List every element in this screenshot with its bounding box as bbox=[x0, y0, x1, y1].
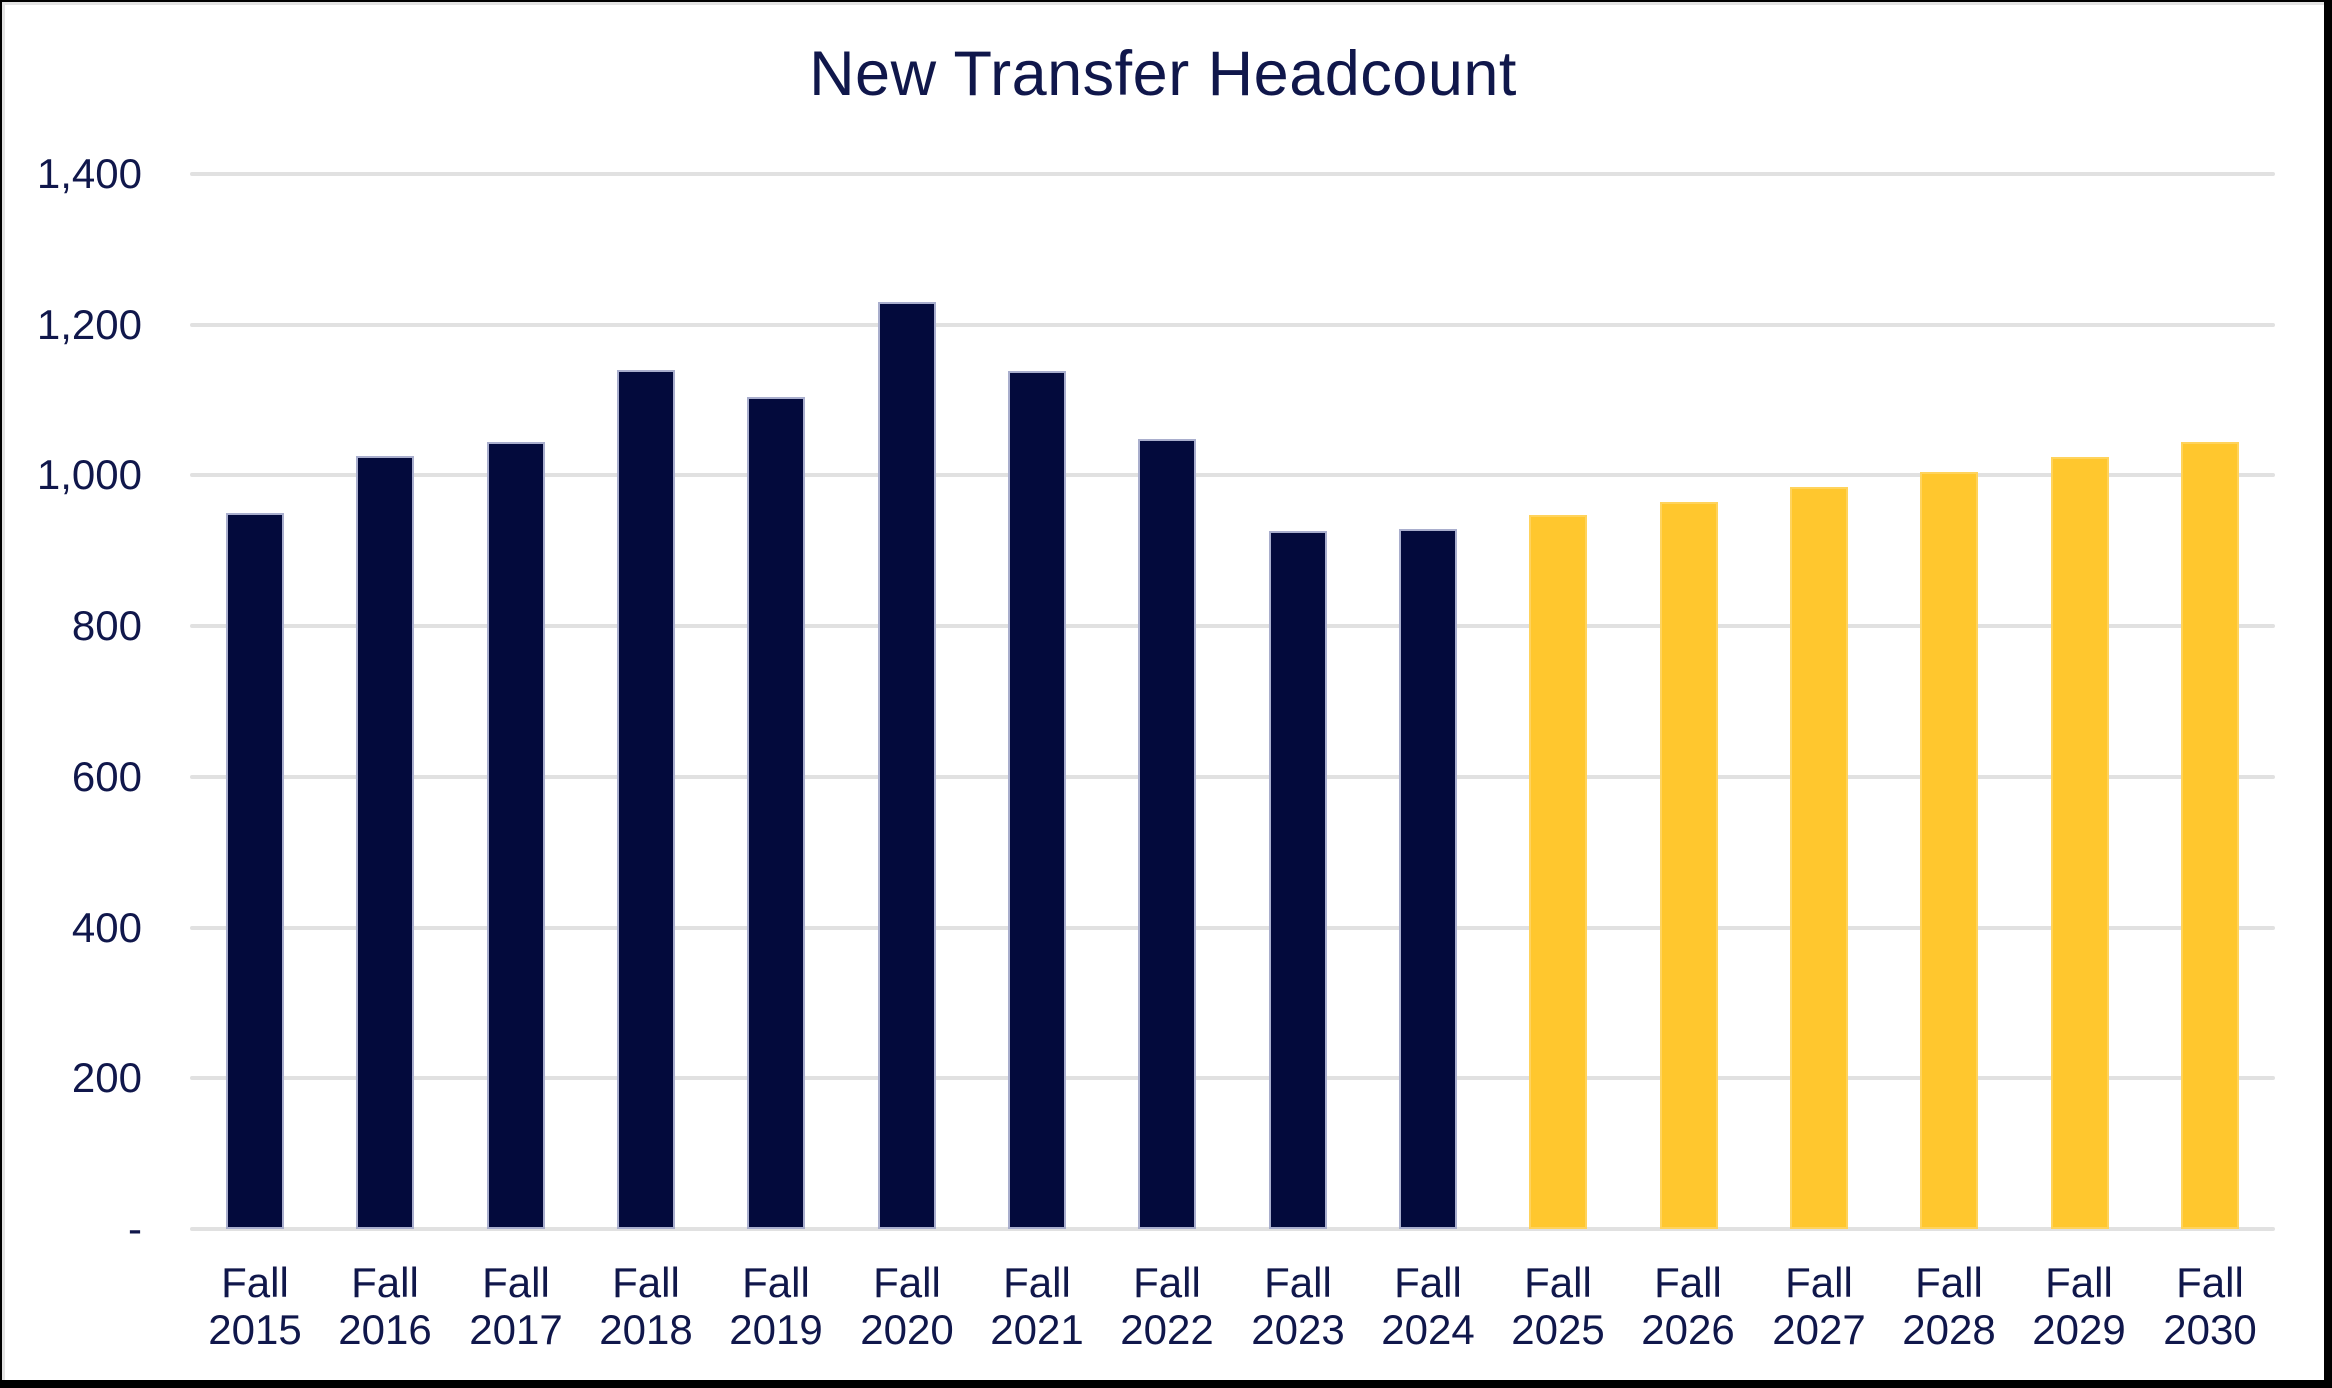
x-tick-label-fall-2025: Fall 2025 bbox=[1493, 1259, 1623, 1353]
x-tick-label-line1: Fall bbox=[873, 1259, 941, 1306]
x-tick-label-fall-2030: Fall 2030 bbox=[2145, 1259, 2275, 1353]
x-tick-label-line1: Fall bbox=[221, 1259, 289, 1306]
chart-title: New Transfer Headcount bbox=[809, 39, 1517, 109]
x-tick-label-fall-2018: Fall 2018 bbox=[581, 1259, 711, 1353]
bar-fall-2029 bbox=[2051, 457, 2109, 1229]
x-tick-label-line2: 2021 bbox=[990, 1306, 1084, 1353]
x-tick-label-line2: 2029 bbox=[2032, 1306, 2126, 1353]
bar-fall-2030 bbox=[2181, 442, 2239, 1229]
y-tick-label-800: 800 bbox=[71, 602, 142, 650]
y-tick-label-400: 400 bbox=[71, 903, 142, 951]
gridline-800 bbox=[190, 624, 2275, 629]
bar-fall-2021 bbox=[1008, 371, 1066, 1229]
bar-fall-2026 bbox=[1660, 502, 1718, 1229]
bar-fall-2016 bbox=[356, 456, 414, 1229]
x-tick-label-line1: Fall bbox=[1394, 1259, 1462, 1306]
x-tick-label-line2: 2024 bbox=[1381, 1306, 1475, 1353]
y-tick-label-1400: 1,400 bbox=[36, 150, 142, 197]
y-tick-label-200: 200 bbox=[71, 1054, 142, 1102]
x-tick-label-fall-2020: Fall 2020 bbox=[842, 1259, 972, 1353]
x-tick-label-fall-2028: Fall 2028 bbox=[1884, 1259, 2014, 1353]
x-tick-label-line2: 2018 bbox=[599, 1306, 693, 1353]
x-tick-label-line2: 2017 bbox=[469, 1306, 563, 1353]
x-tick-label-line2: 2023 bbox=[1251, 1306, 1345, 1353]
bar-fall-2015 bbox=[226, 513, 284, 1229]
x-tick-label-line2: 2028 bbox=[1902, 1306, 1996, 1353]
x-tick-label-fall-2023: Fall 2023 bbox=[1233, 1259, 1363, 1353]
x-tick-label-line1: Fall bbox=[1654, 1259, 1722, 1306]
x-tick-label-fall-2029: Fall 2029 bbox=[2014, 1259, 2144, 1353]
x-tick-label-line1: Fall bbox=[742, 1259, 810, 1306]
x-tick-label-line1: Fall bbox=[1264, 1259, 1332, 1306]
x-tick-label-line2: 2025 bbox=[1511, 1306, 1605, 1353]
gridline-600 bbox=[190, 774, 2275, 779]
gridline-1000 bbox=[190, 473, 2275, 478]
x-tick-label-fall-2017: Fall 2017 bbox=[451, 1259, 581, 1353]
x-tick-label-line1: Fall bbox=[1915, 1259, 1983, 1306]
x-tick-label-line2: 2030 bbox=[2163, 1306, 2257, 1353]
gridline-0 bbox=[190, 1227, 2275, 1231]
x-tick-label-line1: Fall bbox=[2176, 1259, 2244, 1306]
gridline-400 bbox=[190, 925, 2275, 930]
y-tick-label-0: - bbox=[128, 1205, 142, 1252]
x-tick-label-line2: 2016 bbox=[338, 1306, 432, 1353]
bar-fall-2017 bbox=[487, 442, 545, 1229]
x-tick-label-fall-2016: Fall 2016 bbox=[320, 1259, 450, 1353]
x-tick-label-line2: 2015 bbox=[208, 1306, 302, 1353]
x-tick-label-fall-2026: Fall 2026 bbox=[1623, 1259, 1753, 1353]
y-tick-label-1000: 1,000 bbox=[36, 451, 142, 499]
x-tick-label-line2: 2020 bbox=[860, 1306, 954, 1353]
x-tick-label-fall-2021: Fall 2021 bbox=[972, 1259, 1102, 1353]
y-tick-label-1200: 1,200 bbox=[36, 300, 142, 348]
bar-fall-2028 bbox=[1920, 472, 1978, 1229]
x-tick-label-fall-2027: Fall 2027 bbox=[1754, 1259, 1884, 1353]
bar-fall-2018 bbox=[617, 370, 675, 1229]
x-tick-label-line1: Fall bbox=[482, 1259, 550, 1306]
bar-fall-2025 bbox=[1529, 515, 1587, 1229]
bar-fall-2027 bbox=[1790, 487, 1848, 1229]
x-tick-label-line1: Fall bbox=[1785, 1259, 1853, 1306]
bar-fall-2019 bbox=[747, 397, 805, 1229]
gridline-200 bbox=[190, 1076, 2275, 1081]
x-tick-label-line1: Fall bbox=[612, 1259, 680, 1306]
y-tick-label-600: 600 bbox=[71, 752, 142, 800]
x-tick-label-line2: 2026 bbox=[1641, 1306, 1735, 1353]
gridline-1400 bbox=[190, 172, 2275, 176]
x-tick-label-fall-2019: Fall 2019 bbox=[711, 1259, 841, 1353]
bar-fall-2022 bbox=[1138, 439, 1196, 1229]
x-tick-label-line1: Fall bbox=[1524, 1259, 1592, 1306]
x-tick-label-line1: Fall bbox=[351, 1259, 419, 1306]
x-tick-label-line1: Fall bbox=[1003, 1259, 1071, 1306]
x-tick-label-line2: 2019 bbox=[729, 1306, 823, 1353]
x-tick-label-fall-2022: Fall 2022 bbox=[1102, 1259, 1232, 1353]
x-tick-label-fall-2024: Fall 2024 bbox=[1363, 1259, 1493, 1353]
x-tick-label-line1: Fall bbox=[1133, 1259, 1201, 1306]
x-tick-label-line1: Fall bbox=[2045, 1259, 2113, 1306]
x-tick-label-fall-2015: Fall 2015 bbox=[190, 1259, 320, 1353]
x-tick-label-line2: 2027 bbox=[1772, 1306, 1866, 1353]
x-tick-label-line2: 2022 bbox=[1120, 1306, 1214, 1353]
bar-fall-2020 bbox=[878, 302, 936, 1229]
bar-fall-2023 bbox=[1269, 531, 1327, 1229]
gridline-1200 bbox=[190, 322, 2275, 327]
bar-fall-2024 bbox=[1399, 529, 1457, 1229]
